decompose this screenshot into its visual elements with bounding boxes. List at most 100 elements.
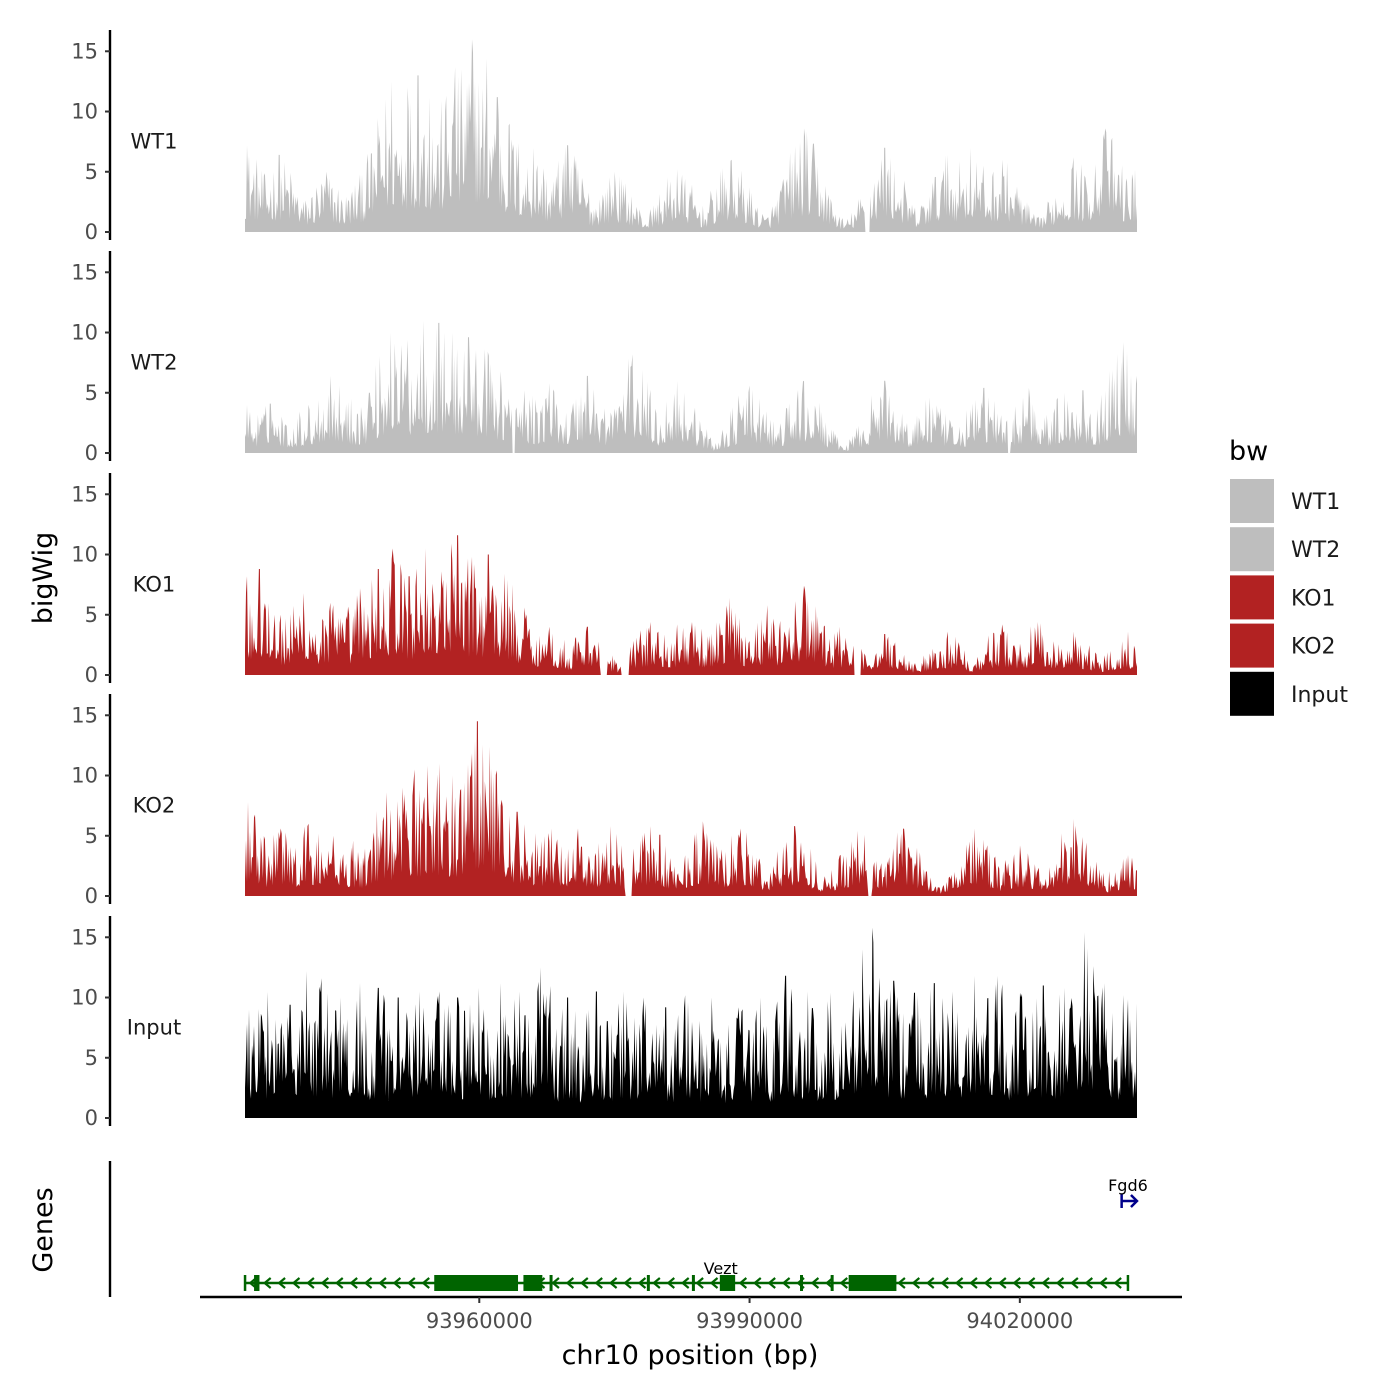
strand-chevron	[320, 1277, 330, 1289]
exon	[434, 1275, 519, 1291]
strand-chevron	[306, 1277, 315, 1289]
signal-area	[245, 721, 1137, 896]
track-label: KO2	[133, 794, 176, 818]
strand-chevron	[637, 1277, 647, 1289]
y-tick-label: 10	[71, 100, 98, 124]
exon	[646, 1275, 650, 1291]
legend-key-ko2	[1230, 623, 1274, 668]
gene-label: Fgd6	[1108, 1176, 1148, 1195]
exon	[691, 1275, 695, 1291]
y-tick-label: 5	[85, 1046, 98, 1070]
y-tick-label: 10	[71, 321, 98, 345]
y-tick-label: 0	[85, 663, 98, 687]
y-tick-label: 0	[85, 884, 98, 908]
strand-chevron	[565, 1277, 575, 1289]
signal-area	[245, 39, 1137, 233]
signal-area	[245, 927, 1137, 1118]
strand-chevron	[767, 1277, 776, 1289]
x-tick-label: 93960000	[426, 1309, 533, 1333]
strand-chevron	[897, 1277, 906, 1289]
strand-chevron	[349, 1277, 358, 1289]
gene-vezt: Vezt	[243, 1259, 1130, 1291]
legend-label-input: Input	[1291, 683, 1348, 708]
legend-label-wt1: WT1	[1291, 490, 1340, 515]
strand-arrow	[1130, 1194, 1139, 1208]
y-tick-label: 5	[85, 824, 98, 848]
strand-chevron	[969, 1277, 978, 1289]
y-tick-label: 0	[85, 220, 98, 244]
strand-chevron	[407, 1277, 416, 1289]
strand-chevron	[911, 1277, 921, 1289]
x-axis: 93960000 93990000 94020000	[200, 1295, 1182, 1333]
strand-chevron	[709, 1277, 719, 1289]
strand-chevron	[753, 1277, 762, 1289]
strand-chevron	[277, 1277, 286, 1289]
exon	[830, 1275, 834, 1291]
exon	[800, 1275, 804, 1291]
legend-key-wt2	[1230, 527, 1274, 572]
tracks-layer: 0 5 10 15 WT1 0 5 10 15 WT2 0 5 10 15 KO1 0 5 10 15 KO2 0 5 10…	[71, 30, 1137, 1130]
strand-chevron	[998, 1277, 1007, 1289]
y-tick-label: 15	[71, 925, 98, 949]
strand-chevron	[940, 1277, 949, 1289]
strand-chevron	[623, 1277, 632, 1289]
strand-chevron	[666, 1277, 675, 1289]
strand-chevron	[262, 1277, 272, 1289]
strand-chevron	[738, 1277, 748, 1289]
legend: WT1 WT2 KO1 KO2 Input	[1230, 479, 1348, 716]
track-ko2: 0 5 10 15 KO2	[71, 694, 1137, 908]
legend-key-ko1	[1230, 575, 1274, 620]
strand-chevron	[378, 1277, 387, 1289]
y-tick-label: 15	[71, 703, 98, 727]
strand-chevron	[680, 1277, 690, 1289]
strand-chevron	[1084, 1277, 1094, 1289]
strand-chevron	[1055, 1277, 1065, 1289]
y-tick-label: 0	[85, 441, 98, 465]
y-axis-title: bigWig	[28, 532, 59, 625]
strand-chevron	[421, 1277, 430, 1289]
strand-chevron	[291, 1277, 301, 1289]
y-tick-label: 5	[85, 603, 98, 627]
legend-label-wt2: WT2	[1291, 538, 1340, 563]
strand-chevron	[781, 1277, 791, 1289]
strand-chevron	[608, 1277, 618, 1289]
strand-chevron	[1099, 1277, 1108, 1289]
track-label: WT2	[131, 351, 178, 375]
signal-area	[245, 320, 1137, 453]
strand-chevron	[392, 1277, 402, 1289]
strand-chevron	[810, 1277, 820, 1289]
track-label: KO1	[133, 573, 176, 597]
strand-chevron	[954, 1277, 964, 1289]
strand-chevron	[983, 1277, 993, 1289]
y-tick-label: 5	[85, 381, 98, 405]
legend-title: bw	[1229, 436, 1268, 467]
y-tick-label: 10	[71, 986, 98, 1010]
track-ko1: 0 5 10 15 KO1	[71, 473, 1137, 687]
track-label: Input	[127, 1016, 181, 1040]
strand-chevron	[695, 1277, 704, 1289]
y-tick-label: 5	[85, 160, 98, 184]
strand-chevron	[1041, 1277, 1050, 1289]
genes-axis-title: Genes	[28, 1187, 59, 1272]
signal-area	[245, 535, 1137, 675]
strand-chevron	[1026, 1277, 1036, 1289]
strand-chevron	[580, 1277, 589, 1289]
gene-label: Vezt	[704, 1259, 738, 1278]
strand-chevron	[1113, 1277, 1122, 1289]
exon	[523, 1275, 543, 1291]
y-tick-label: 15	[71, 260, 98, 284]
track-input: 0 5 10 15 Input	[71, 916, 1137, 1130]
y-tick-label: 15	[71, 482, 98, 506]
legend-label-ko2: KO2	[1291, 635, 1336, 660]
strand-chevron	[926, 1277, 935, 1289]
track-label: WT1	[131, 130, 178, 154]
exon	[549, 1275, 553, 1291]
strand-chevron	[839, 1277, 848, 1289]
y-tick-label: 10	[71, 764, 98, 788]
x-tick-label: 93990000	[696, 1309, 803, 1333]
exon	[254, 1275, 260, 1291]
track-wt2: 0 5 10 15 WT2	[71, 251, 1137, 465]
y-tick-label: 15	[71, 39, 98, 63]
strand-chevron	[1012, 1277, 1021, 1289]
